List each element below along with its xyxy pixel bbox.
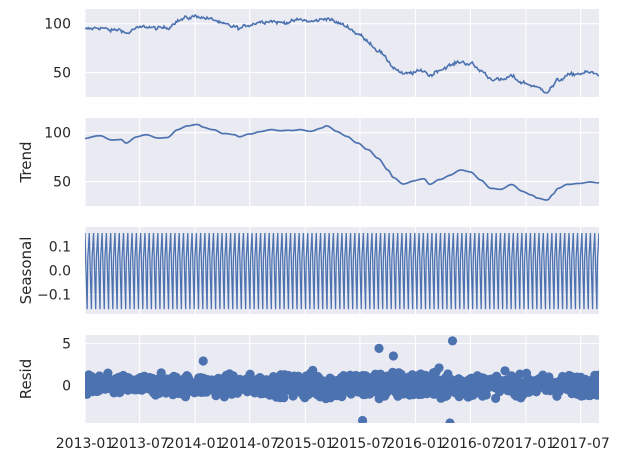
x-tick-label: 2014-07 [221, 436, 280, 452]
x-tick-label: 2017-07 [551, 436, 610, 452]
trend-line [85, 123, 599, 201]
y-tick-label: 100 [44, 17, 71, 33]
y-tick-label: 0.1 [49, 239, 71, 255]
panel-trend: 100 50 Trend [17, 118, 599, 206]
y-axis-label-trend: Trend [17, 141, 35, 183]
x-tick-label: 2013-01 [56, 436, 115, 452]
observed-line [85, 13, 599, 94]
resid-point [592, 390, 599, 400]
y-axis-label-seasonal: Seasonal [17, 237, 35, 305]
x-axis: 2013-012013-072014-012014-072015-012015-… [56, 436, 610, 452]
y-tick-label: 0.0 [49, 264, 71, 280]
y-tick-label: 5 [62, 336, 71, 352]
x-tick-label: 2015-07 [331, 436, 390, 452]
y-tick-label: 0 [62, 378, 71, 394]
series-layer-observed [85, 13, 599, 94]
plot-area-observed [85, 9, 599, 97]
seasonal-line [85, 233, 599, 310]
resid-outlier-point [445, 418, 455, 423]
series-layer-seasonal [85, 233, 599, 310]
series-layer-trend [85, 123, 599, 201]
resid-outlier-point [388, 351, 398, 361]
resid-point [593, 383, 599, 393]
x-tick-label: 2014-01 [166, 436, 225, 452]
resid-point [500, 366, 510, 376]
x-tick-label: 2013-07 [110, 436, 169, 452]
y-tick-label: 100 [44, 126, 71, 142]
plot-area-trend [85, 118, 599, 206]
x-tick-label: 2016-07 [441, 436, 500, 452]
resid-point [594, 370, 599, 380]
resid-outlier-point [198, 356, 208, 366]
x-tick-label: 2016-01 [386, 436, 445, 452]
resid-point [434, 363, 444, 373]
x-tick-label: 2015-01 [276, 436, 335, 452]
panel-resid: 5 0 Resid [17, 335, 599, 423]
y-tick-label: 50 [53, 66, 71, 82]
series-layer-resid [85, 336, 599, 423]
resid-point [308, 365, 318, 375]
y-tick-label: −0.1 [37, 288, 71, 304]
resid-outlier-point [374, 343, 384, 354]
resid-point [156, 368, 166, 378]
resid-outlier-point [357, 415, 368, 423]
panel-observed: 100 50 [44, 9, 599, 97]
x-tick-label: 2017-01 [497, 436, 556, 452]
resid-outlier-point [447, 336, 458, 346]
y-tick-label: 50 [53, 175, 71, 191]
resid-point [396, 369, 406, 379]
y-axis-label-resid: Resid [17, 359, 35, 399]
